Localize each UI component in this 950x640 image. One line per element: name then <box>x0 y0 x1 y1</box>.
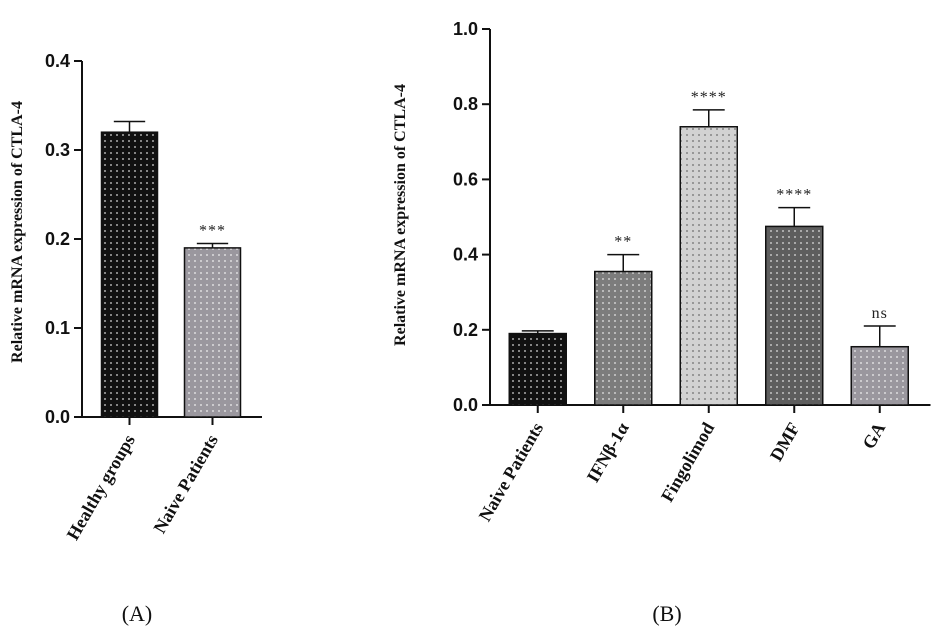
a-significance-1: *** <box>199 222 226 239</box>
a-y-tick-label: 0.4 <box>45 51 70 71</box>
panel-b-y-axis-label: Relative mRNA expression of CTLA-4 <box>392 84 409 346</box>
a-bar-1 <box>183 247 242 418</box>
panel-b-chart: Relative mRNA expression of CTLA-4 (B) 0… <box>392 19 931 626</box>
b-category-label-2: Fingolimod <box>657 419 718 505</box>
panel-a-label: (A) <box>122 601 153 626</box>
panel-a-chart: Relative mRNA expression of CTLA-4 (A) 0… <box>9 51 262 626</box>
b-y-tick-label: 0.6 <box>453 169 478 189</box>
b-y-tick-label: 0.0 <box>453 395 478 415</box>
panel-a-y-axis-label: Relative mRNA expression of CTLA-4 <box>9 101 26 363</box>
panel-b-label: (B) <box>652 601 681 626</box>
b-significance-2: **** <box>691 89 727 106</box>
a-bar-0 <box>100 131 159 418</box>
b-significance-4: ns <box>872 305 888 322</box>
a-category-label-0: Healthy groups <box>63 431 139 543</box>
b-significance-1: ** <box>614 234 632 251</box>
b-significance-3: **** <box>776 187 812 204</box>
b-y-tick-label: 0.4 <box>453 245 478 265</box>
b-category-label-0: Naive Patients <box>475 419 548 525</box>
a-y-tick-label: 0.1 <box>45 318 70 338</box>
a-y-tick-label: 0.3 <box>45 140 70 160</box>
b-category-label-4: GA <box>858 419 889 452</box>
b-bar-1 <box>594 270 653 406</box>
b-y-tick-label: 1.0 <box>453 19 478 39</box>
b-category-label-3: DMF <box>766 419 804 464</box>
b-category-label-1: IFNβ-1α <box>583 419 633 486</box>
b-y-tick-label: 0.2 <box>453 320 478 340</box>
a-y-tick-label: 0.2 <box>45 229 70 249</box>
b-bar-2 <box>679 126 738 406</box>
a-y-tick-label: 0.0 <box>45 407 70 427</box>
b-bar-4 <box>850 345 909 406</box>
b-y-tick-label: 0.8 <box>453 94 478 114</box>
a-category-label-1: Naive Patients <box>149 431 222 537</box>
b-bar-0 <box>508 332 567 406</box>
b-bar-3 <box>765 225 824 406</box>
